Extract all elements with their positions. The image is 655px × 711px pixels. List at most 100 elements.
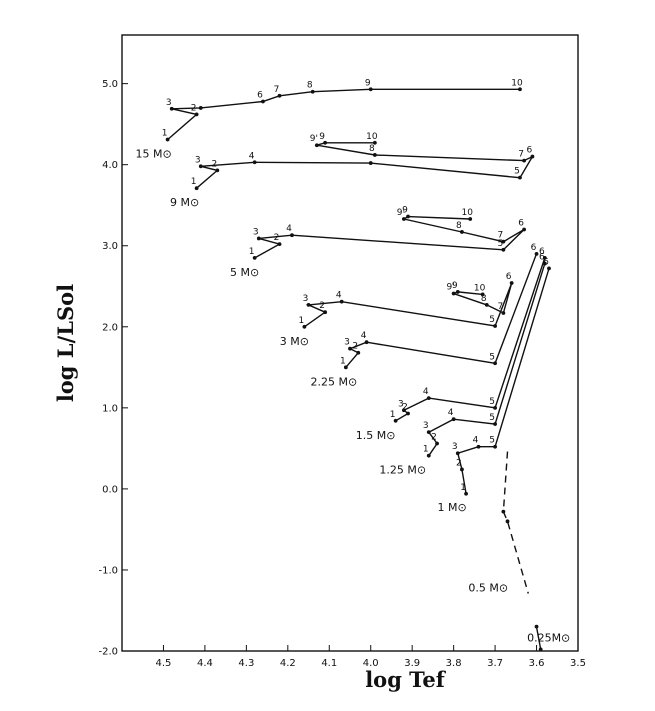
track-point [314, 143, 319, 148]
track-point [542, 255, 547, 260]
evolution-track-line [345, 253, 538, 368]
y-tick-label: 2.0 [102, 322, 118, 333]
y-axis-ticks: 5.0 4.0 3.0 2.0 1.0 0.0 -1.0 -2.0 [98, 79, 128, 658]
track-point [401, 408, 406, 413]
track-point-label: 6 [518, 219, 524, 229]
y-tick-label: 3.0 [102, 241, 118, 252]
track-point [426, 453, 431, 458]
track-point-label: 5 [489, 352, 495, 362]
track-point [538, 647, 543, 652]
track-point-label: 6 [539, 253, 545, 263]
track-point [522, 227, 527, 232]
track-point [493, 361, 497, 366]
track-point-label: 1 [299, 316, 305, 326]
track-point-label: 4 [473, 436, 479, 446]
track-point-label: 9' [310, 134, 318, 144]
track-point [277, 242, 282, 247]
y-axis-title: log L/LSol [53, 284, 78, 402]
track-point-label: 7 [274, 85, 280, 95]
track-point-label: 5 [489, 413, 495, 423]
track-point [501, 247, 506, 252]
track-point [356, 350, 361, 355]
x-tick-label: 4.3 [238, 658, 254, 669]
x-tick-label: 3.6 [529, 658, 545, 669]
track-point-label: 3 [253, 227, 259, 237]
track-point-label: 2 [319, 301, 325, 311]
track-point-label: 9 [319, 132, 325, 142]
track-point-label: 6 [543, 257, 549, 267]
track-point-label: 5 [489, 436, 495, 446]
track-point [348, 346, 352, 351]
track-point [406, 411, 410, 416]
evolution-track-line [502, 451, 529, 594]
track-point-label: 5 [514, 167, 520, 177]
mass-label: 1.5 M⊙ [356, 429, 396, 442]
track-point-label: 3 [344, 338, 350, 348]
x-tick-label: 4.4 [197, 658, 213, 669]
track-point-label: 8 [481, 294, 487, 304]
track-point-label: 4 [448, 408, 454, 418]
track-point [534, 251, 539, 256]
track-point-label: 4 [336, 291, 342, 301]
track-point-label: 3 [452, 442, 458, 452]
track-point-label: 2 [352, 342, 358, 352]
x-tick-label: 4.1 [321, 658, 337, 669]
mass-label: 0.25M⊙ [527, 631, 570, 644]
y-tick-label: 1.0 [102, 403, 118, 414]
track-point-label: 1 [460, 483, 466, 493]
track-point [406, 214, 410, 219]
mass-label: 0.5 M⊙ [468, 581, 508, 594]
track-point [530, 154, 535, 159]
track-point-label: 6 [531, 243, 537, 253]
evolution-track-line [535, 626, 542, 650]
track-point [306, 303, 311, 307]
evolution-track-line [427, 263, 546, 457]
evolution-track-line [395, 257, 546, 422]
mass-label: 5 M⊙ [230, 266, 259, 279]
track-point-label: 3 [166, 98, 172, 108]
track-point [401, 217, 406, 221]
track-point-label: 1 [249, 247, 255, 257]
track-point [451, 417, 456, 422]
track-point-label: 1 [423, 445, 429, 455]
track-point-label: 5 [489, 397, 495, 407]
track-point-label: 2 [274, 233, 280, 243]
track-point-label: 5 [489, 315, 495, 325]
track-point [501, 239, 506, 244]
track-point-label: 8 [307, 81, 313, 91]
x-tick-label: 3.7 [487, 658, 503, 669]
y-tick-label: -2.0 [98, 647, 118, 658]
evolution-track-line [196, 142, 535, 189]
track-point [372, 153, 377, 157]
track-point-label: 4 [361, 331, 367, 341]
y-tick-label: 4.0 [102, 160, 118, 171]
track-point-label: 3 [423, 421, 429, 431]
track-point-label: 4 [249, 151, 255, 161]
x-tick-label: 4.0 [363, 658, 379, 669]
track-point [542, 261, 547, 266]
track-point [505, 519, 510, 524]
track-point-label: 7 [518, 150, 524, 160]
track-point-label: 9 [402, 206, 408, 216]
track-point-label: 2 [431, 433, 437, 443]
track-point-label: 6 [257, 90, 263, 100]
track-point-label: 2 [456, 458, 462, 468]
track-point [460, 467, 464, 472]
track-point [426, 396, 431, 401]
track-point-label: 1 [162, 129, 168, 139]
evolution-track-line [254, 215, 525, 259]
track-point-label: 1 [191, 177, 197, 187]
track-point-label: 4 [286, 224, 292, 234]
x-tick-label: 3.5 [570, 658, 586, 669]
track-point [252, 255, 257, 260]
track-point [476, 444, 481, 449]
track-point [468, 217, 473, 221]
track-point [493, 324, 497, 328]
x-tick-label: 4.5 [156, 658, 172, 669]
track-group: 1 2 3 4 5 6 7 8 9'9 10 5 M⊙ [230, 206, 527, 279]
